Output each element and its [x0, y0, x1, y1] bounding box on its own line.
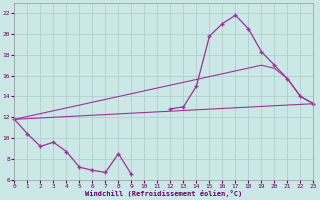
X-axis label: Windchill (Refroidissement éolien,°C): Windchill (Refroidissement éolien,°C) [85, 190, 243, 197]
